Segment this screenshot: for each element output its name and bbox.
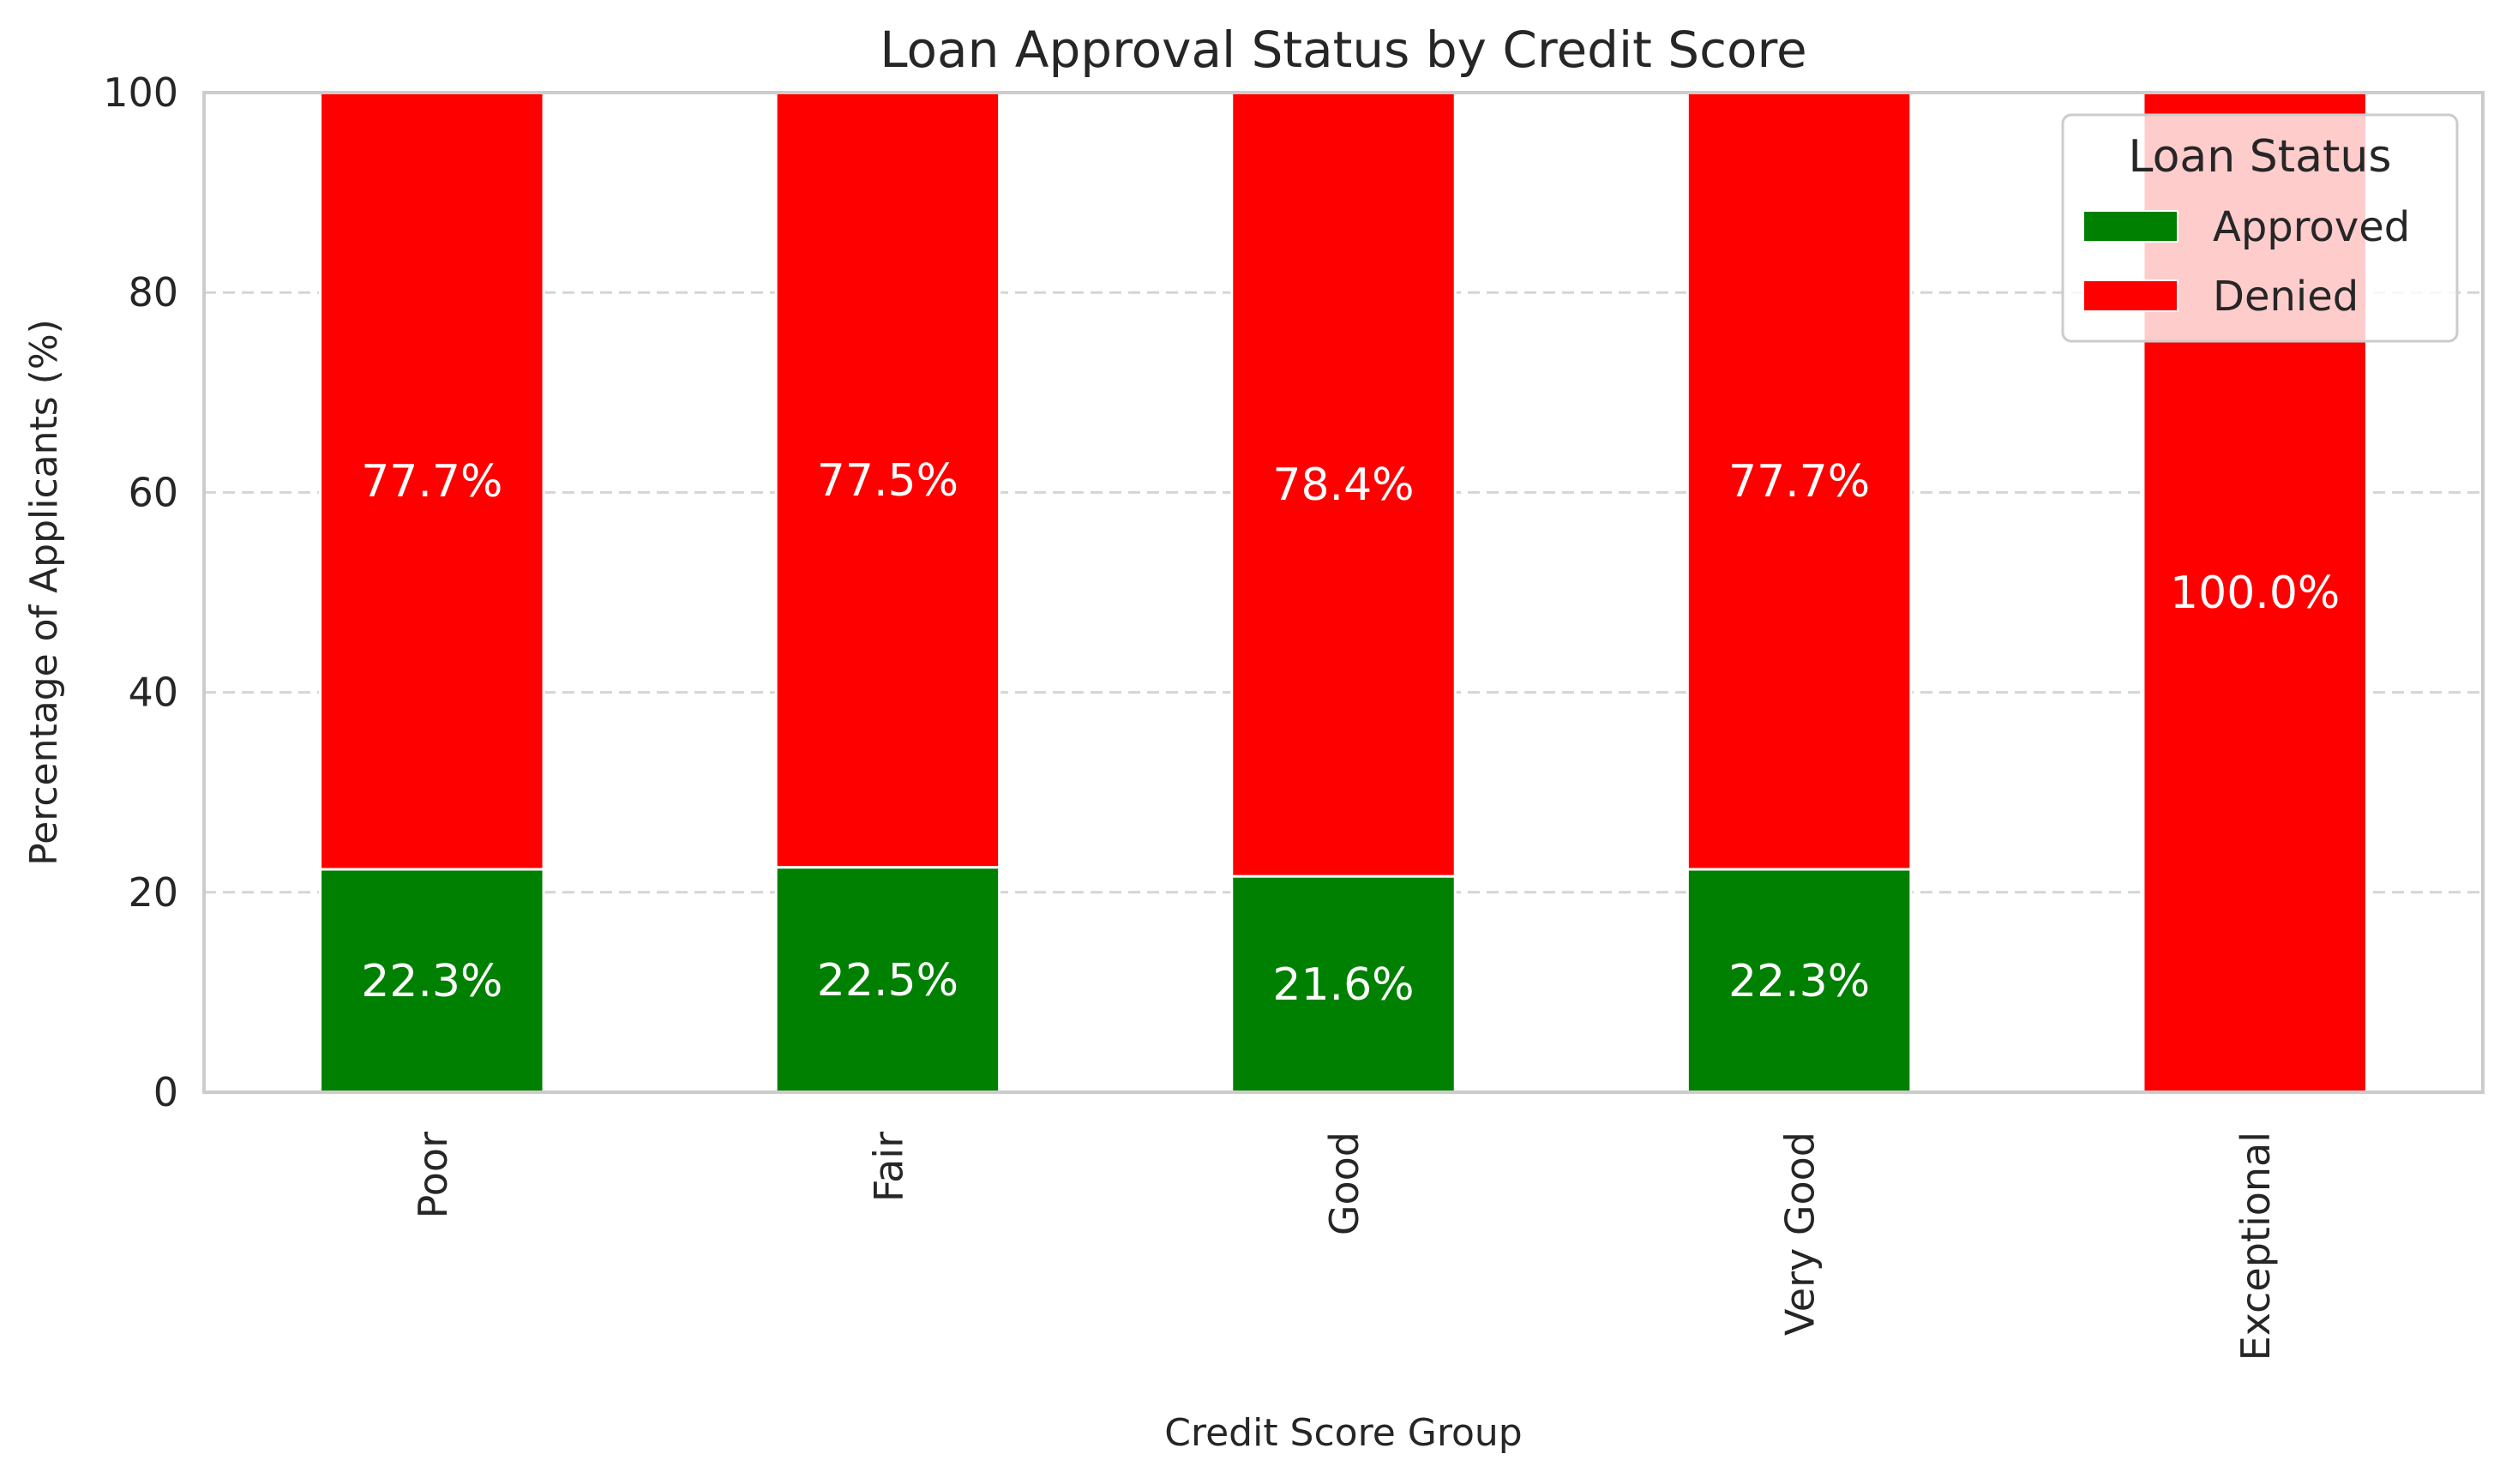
y-axis-ticks: 0 20 40 60 80 100 bbox=[103, 69, 178, 1115]
plot-frame bbox=[202, 91, 2485, 1094]
bar-approved-poor bbox=[319, 868, 545, 1094]
legend: Loan Status Approved Denied bbox=[2061, 113, 2459, 343]
data-label: 22.5% bbox=[817, 955, 959, 1006]
bar-denied-fair bbox=[774, 91, 1001, 869]
y-axis-label: Percentage of Applicants (%) bbox=[22, 319, 66, 866]
data-label: 77.5% bbox=[817, 455, 959, 507]
data-label: 100.0% bbox=[2170, 568, 2340, 619]
y-tick-label: 80 bbox=[128, 269, 178, 315]
bars bbox=[319, 91, 2368, 1094]
bar-denied-poor bbox=[319, 91, 545, 871]
legend-label-denied: Denied bbox=[2213, 273, 2359, 321]
x-axis-label: Credit Score Group bbox=[1164, 1411, 1522, 1455]
data-label: 22.3% bbox=[1728, 956, 1870, 1007]
bar-approved-good bbox=[1230, 874, 1457, 1094]
bar-denied-good bbox=[1230, 91, 1457, 878]
x-tick-label: Exceptional bbox=[2233, 1132, 2279, 1361]
x-tick-label: Good bbox=[1321, 1132, 1367, 1235]
y-tick-label: 100 bbox=[103, 69, 178, 116]
bar-approved-very-good bbox=[1686, 868, 1913, 1094]
legend-swatch-denied bbox=[2082, 279, 2178, 312]
legend-swatch-approved bbox=[2082, 210, 2178, 243]
y-tick-label: 20 bbox=[128, 869, 178, 916]
x-tick-label: Very Good bbox=[1777, 1132, 1824, 1336]
data-labels: 22.3% 77.7% 22.5% 77.5% 21.6% 78.4% 22.3% 77.7%… bbox=[361, 455, 2340, 1011]
data-label: 21.6% bbox=[1272, 959, 1414, 1011]
y-tick-label: 0 bbox=[153, 1069, 178, 1115]
legend-title: Loan Status bbox=[2129, 131, 2392, 183]
x-tick-label: Poor bbox=[410, 1132, 456, 1218]
chart-title: Loan Approval Status by Credit Score bbox=[880, 21, 1806, 79]
data-label: 77.7% bbox=[1728, 456, 1870, 508]
y-tick-label: 40 bbox=[128, 670, 178, 716]
data-label: 22.3% bbox=[361, 956, 502, 1007]
bar-approved-fair bbox=[774, 866, 1001, 1094]
data-label: 78.4% bbox=[1272, 460, 1414, 511]
bar-denied-very-good bbox=[1686, 91, 1913, 871]
data-label: 77.7% bbox=[361, 456, 502, 508]
x-tick-label: Fair bbox=[865, 1132, 911, 1202]
legend-label-approved: Approved bbox=[2213, 203, 2410, 251]
y-tick-label: 60 bbox=[128, 469, 178, 515]
x-axis-ticks: Poor Fair Good Very Good Exceptional bbox=[410, 1132, 2279, 1361]
